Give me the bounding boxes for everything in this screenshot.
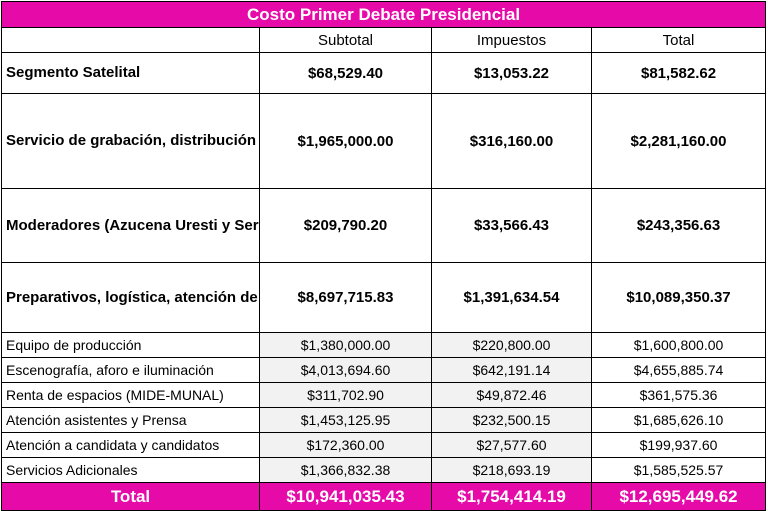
row-impuestos-cell: $642,191.14	[431, 357, 592, 383]
list-item: Atención asistentes y Prensa $1,453,125.9…	[1, 407, 767, 433]
table-row: Preparativos, logística, atención de asi…	[1, 262, 767, 333]
row-concept-cell: Renta de espacios (MIDE-MUNAL)	[1, 382, 260, 408]
row-impuestos-cell: $33,566.43	[431, 188, 592, 263]
row-impuestos-cell: $49,872.46	[431, 382, 592, 408]
header-row: Subtotal Impuestos Total	[1, 27, 767, 53]
list-item: Escenografía, aforo e iluminación $4,013,…	[1, 357, 767, 383]
table-row: Segmento Satelital $68,529.40 $13,053.22 $8…	[1, 52, 767, 94]
row-subtotal-cell: $1,965,000.00	[259, 93, 432, 189]
row-impuestos-cell: $220,800.00	[431, 332, 592, 358]
row-impuestos-cell: $232,500.15	[431, 407, 592, 433]
row-total-cell: $1,685,626.10	[590, 407, 767, 433]
list-item: Renta de espacios (MIDE-MUNAL) $311,702.9…	[1, 382, 767, 408]
title-row: Costo Primer Debate Presidencial	[0, 1, 767, 28]
list-item: Atención a candidata y candidatos $172,36…	[1, 432, 767, 458]
table-row: Servicio de grabación, distribución y tr…	[1, 93, 767, 189]
row-concept-cell: Atención asistentes y Prensa	[1, 407, 260, 433]
total-label: Total	[1, 482, 260, 511]
table-title: Costo Primer Debate Presidencial	[0, 1, 767, 28]
total-row: Total $10,941,035.43 $1,754,414.19 $12,695,…	[1, 482, 767, 511]
row-concept-cell: Equipo de producción	[1, 332, 260, 358]
row-impuestos-cell: $218,693.19	[431, 457, 592, 483]
row-total-cell: $4,655,885.74	[590, 357, 767, 383]
row-subtotal-cell: $311,702.90	[259, 382, 432, 408]
row-concept-cell: Escenografía, aforo e iluminación	[1, 357, 260, 383]
row-subtotal-cell: $8,697,715.83	[259, 262, 432, 333]
row-concept-cell: Servicio de grabación, distribución y tr…	[1, 93, 260, 189]
row-total-cell: $199,937.60	[590, 432, 767, 458]
row-subtotal-cell: $1,453,125.95	[259, 407, 432, 433]
row-subtotal-cell: $209,790.20	[259, 188, 432, 263]
list-item: Servicios Adicionales $1,366,832.38 $218,6…	[1, 457, 767, 483]
list-item: Equipo de producción $1,380,000.00 $220,80…	[1, 332, 767, 358]
table-row: Moderadores (Azucena Uresti y Sergio Sar…	[1, 188, 767, 263]
row-impuestos-cell: $13,053.22	[431, 52, 592, 94]
header-subtotal: Subtotal	[259, 27, 432, 53]
row-total-cell: $1,585,525.57	[590, 457, 767, 483]
total-subtotal: $10,941,035.43	[259, 482, 432, 511]
row-impuestos-cell: $1,391,634.54	[431, 262, 592, 333]
row-total-cell: $243,356.63	[590, 188, 767, 263]
row-subtotal-cell: $1,380,000.00	[259, 332, 432, 358]
row-subtotal-cell: $1,366,832.38	[259, 457, 432, 483]
row-total-cell: $10,089,350.37	[590, 262, 767, 333]
total-total: $12,695,449.62	[590, 482, 767, 511]
header-concept	[1, 27, 260, 53]
row-total-cell: $1,600,800.00	[590, 332, 767, 358]
header-total: Total	[590, 27, 767, 53]
row-subtotal-cell: $4,013,694.60	[259, 357, 432, 383]
row-subtotal-cell: $172,360.00	[259, 432, 432, 458]
row-total-cell: $2,281,160.00	[590, 93, 767, 189]
row-concept-cell: Moderadores (Azucena Uresti y Sergio Sar…	[1, 188, 260, 263]
row-concept-cell: Segmento Satelital	[1, 52, 260, 94]
header-impuestos: Impuestos	[431, 27, 592, 53]
row-total-cell: $361,575.36	[590, 382, 767, 408]
row-impuestos-cell: $316,160.00	[431, 93, 592, 189]
row-concept-cell: Servicios Adicionales	[1, 457, 260, 483]
total-impuestos: $1,754,414.19	[431, 482, 592, 511]
row-concept-cell: Atención a candidata y candidatos	[1, 432, 260, 458]
row-concept-cell: Preparativos, logística, atención de asi…	[1, 262, 260, 333]
row-impuestos-cell: $27,577.60	[431, 432, 592, 458]
row-subtotal-cell: $68,529.40	[259, 52, 432, 94]
row-total-cell: $81,582.62	[590, 52, 767, 94]
